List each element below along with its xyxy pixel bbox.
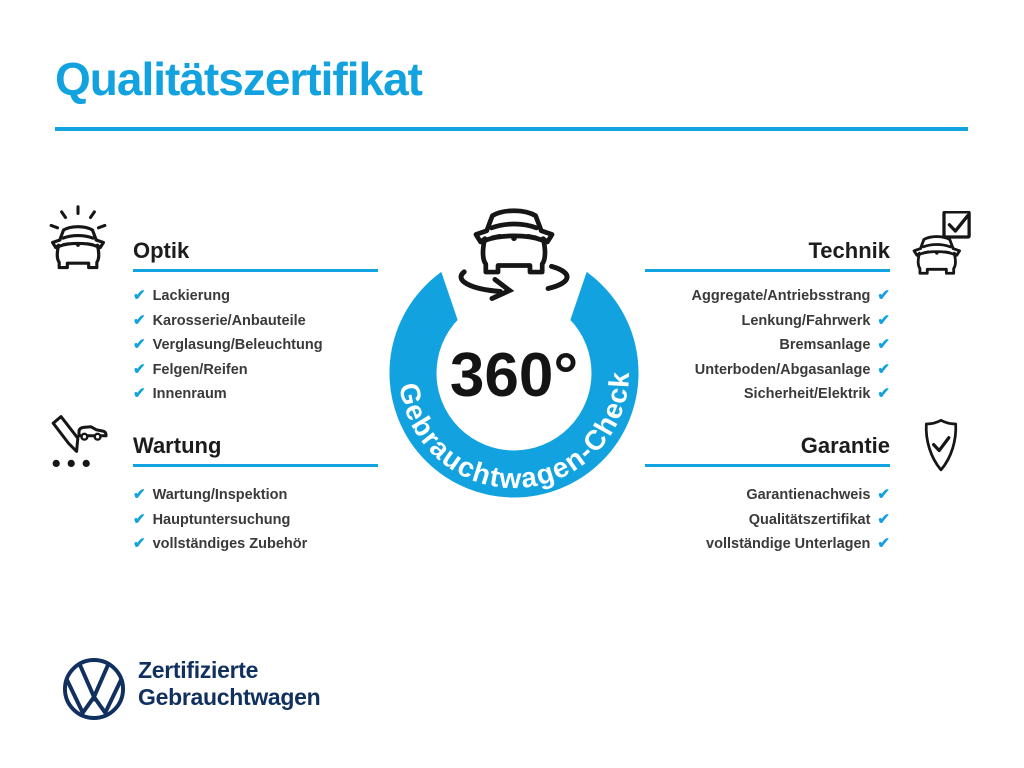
check-icon: ✔ [877,486,890,503]
checklist-item-label: Qualitätszertifikat [748,511,871,528]
section-divider [133,464,378,467]
section-wartung: Wartung ✔ Wartung/Inspektion ✔ Hauptuntersu… [133,433,378,557]
checklist-item-label: Lackierung [152,288,230,304]
section-optik: Optik ✔ Lackierung ✔ Karosserie/Anbauteile ✔… [133,238,378,407]
section-title-technik: Technik [808,238,890,263]
360-degree-badge: Gebrauchtwagen-Check 360° [389,203,639,498]
service-pen-car-icon [51,415,108,467]
checklist-item-label: Karosserie/Anbauteile [152,312,306,329]
check-icon: ✔ [133,336,146,353]
section-title-garantie: Garantie [800,433,890,458]
checklist-item-label: Hauptuntersuchung [152,511,291,528]
check-icon: ✔ [133,486,146,503]
check-icon: ✔ [877,336,890,353]
rotating-car-icon [458,211,570,301]
checklist-wartung: ✔ Wartung/Inspektion ✔ Hauptuntersuchung ✔ vo… [133,483,378,557]
check-icon: ✔ [133,535,146,552]
checklist-item: ✔ vollständiges Zubehör [133,532,378,557]
check-icon: ✔ [877,360,890,378]
checklist-item: ✔ Qualitätszertifikat [645,508,890,533]
checklist-item: ✔ Karosserie/Anbauteile [133,309,378,334]
section-title-wartung: Wartung [133,433,222,458]
check-icon: ✔ [877,535,890,552]
section-divider [645,269,890,272]
checklist-optik: ✔ Lackierung ✔ Karosserie/Anbauteile ✔ Vergla… [133,284,378,407]
checklist-item-label: vollständige Unterlagen [706,536,871,552]
degree-label: 360° [450,341,578,410]
checklist-item: ✔ Hauptuntersuchung [133,508,378,533]
check-icon: ✔ [877,287,890,304]
section-divider [645,464,890,467]
checklist-item-label: Lenkung/Fahrwerk [741,312,871,329]
car-checklist-icon [912,211,971,275]
checklist-item-label: Bremsanlage [779,337,871,353]
badge-ring-gap [441,221,587,321]
checklist-item-label: Verglasung/Beleuchtung [152,337,323,353]
shield-check-icon [924,418,958,472]
checklist-item: ✔ Lenkung/Fahrwerk [645,309,891,334]
check-icon: ✔ [877,510,890,528]
check-icon: ✔ [133,360,146,378]
checklist-item: ✔ Innenraum [133,382,378,407]
checklist-item: ✔ Lackierung [133,284,378,309]
checklist-item-label: vollständiges Zubehör [152,536,308,552]
checklist-item: ✔ Sicherheit/Elektrik [645,382,890,407]
checklist-item-label: Wartung/Inspektion [152,487,288,503]
footer-line1: Zertifizierte [138,657,259,683]
section-garantie: Garantie ✔ Garantienachweis ✔ Qualitätszert… [645,433,890,557]
checklist-garantie: ✔ Garantienachweis ✔ Qualitätszertifikat ✔ vo… [645,483,890,557]
checklist-item-label: Innenraum [152,386,227,402]
section-technik: Technik ✔ Aggregate/Antriebsstrang ✔ Lenkun… [645,238,890,407]
checklist-item: ✔ vollständige Unterlagen [645,532,890,557]
check-icon: ✔ [133,510,146,528]
sparkling-car-icon [49,205,107,270]
footer-brand-text: Zertifizierte Gebrauchtwagen [138,657,321,711]
check-icon: ✔ [133,311,146,329]
check-icon: ✔ [877,385,890,402]
vw-logo [62,657,126,721]
checklist-item: ✔ Bremsanlage [645,333,890,358]
checklist-item: ✔ Felgen/Reifen [133,358,378,383]
checklist-item: ✔ Verglasung/Beleuchtung [133,333,378,358]
checklist-item-label: Felgen/Reifen [152,361,248,378]
section-title-optik: Optik [133,238,190,263]
checklist-technik: ✔ Aggregate/Antriebsstrang ✔ Lenkung/Fahrwe… [645,284,890,407]
page-title: Qualitätszertifikat [55,53,423,105]
section-divider [133,269,378,272]
check-icon: ✔ [133,385,146,402]
title-divider [55,127,968,131]
check-icon: ✔ [877,311,890,329]
check-icon: ✔ [133,287,146,304]
checklist-item: ✔ Garantienachweis [645,483,890,508]
checklist-item-label: Sicherheit/Elektrik [743,386,871,402]
checklist-item-label: Unterboden/Abgasanlage [694,361,871,378]
checklist-item: ✔ Wartung/Inspektion [133,483,378,508]
footer-line2: Gebrauchtwagen [138,684,321,710]
checklist-item-label: Aggregate/Antriebsstrang [691,288,871,304]
checklist-item: ✔ Aggregate/Antriebsstrang [645,284,890,309]
checklist-item-label: Garantienachweis [746,487,871,503]
checklist-item: ✔ Unterboden/Abgasanlage [645,358,890,383]
